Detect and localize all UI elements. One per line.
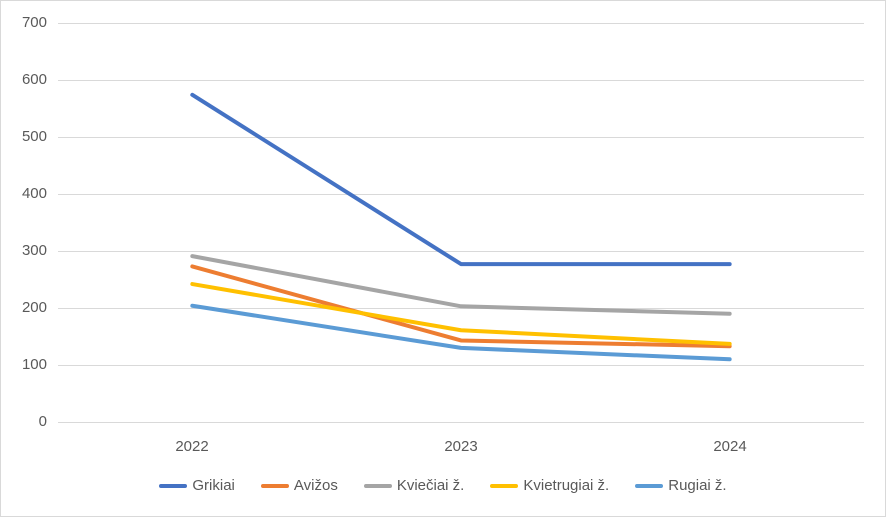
y-tick-label: 0	[38, 413, 47, 430]
legend-swatch-icon	[490, 484, 519, 488]
series-line-avi-os	[190, 264, 732, 349]
legend-swatch-icon	[260, 484, 289, 488]
x-tick-label: 2023	[444, 438, 478, 455]
legend-label: Rugiai ž.	[668, 477, 727, 494]
legend-swatch-icon	[159, 484, 188, 488]
legend-label: Avižos	[293, 477, 338, 494]
y-tick-label: 100	[21, 356, 47, 373]
y-tick-label: 200	[21, 299, 47, 316]
legend-item: Grikiai	[159, 477, 235, 495]
legend-item: Kvietrugiai ž.	[490, 477, 609, 495]
legend-item: Avižos	[260, 477, 338, 495]
y-tick-label: 600	[21, 71, 47, 88]
series-line-kvie-iai	[190, 254, 732, 316]
legend-label: Kvietrugiai ž.	[523, 477, 610, 494]
series-line-grikiai	[190, 92, 732, 267]
y-tick-label: 300	[21, 242, 47, 259]
y-tick-label: 700	[21, 14, 47, 31]
legend-swatch-icon	[363, 484, 392, 488]
x-tick-label: 2022	[175, 438, 209, 455]
legend-item: Kviečiai ž.	[363, 477, 465, 495]
series-line-kvietrugiai	[190, 282, 732, 346]
legend-item: Rugiai ž.	[635, 477, 727, 495]
y-tick-label: 400	[21, 185, 47, 202]
series-line-rugiai	[190, 303, 732, 362]
legend-label: Grikiai	[192, 477, 235, 494]
x-tick-label: 2024	[713, 438, 747, 455]
legend-swatch-icon	[635, 484, 664, 488]
legend: Grikiai Avižos Kviečiai ž. Kvietrugiai ž. Ru…	[1, 477, 885, 495]
y-tick-label: 500	[21, 128, 47, 145]
legend-label: Kviečiai ž.	[396, 477, 465, 494]
